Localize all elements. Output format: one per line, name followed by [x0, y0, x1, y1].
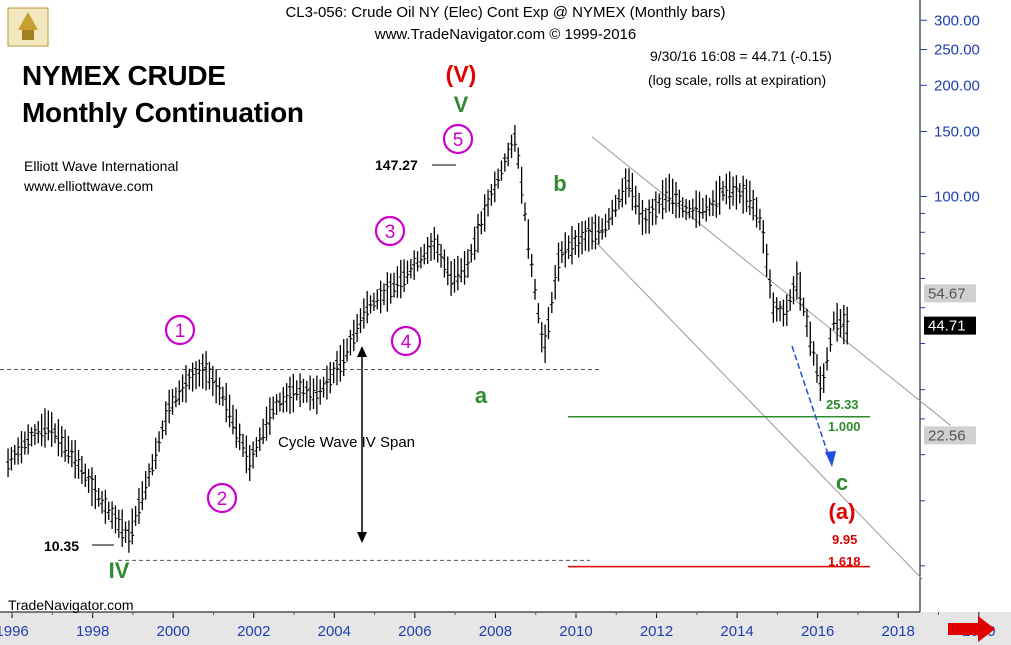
wave-circle — [390, 325, 422, 357]
chart-header-line1: CL3-056: Crude Oil NY (Elec) Cont Exp @ … — [285, 4, 726, 21]
low-price-label: 10.35 — [44, 538, 79, 554]
x-tick-label: 2016 — [801, 623, 834, 640]
source-url: www.elliottwave.com — [24, 178, 154, 194]
wave-b-label: b — [553, 171, 566, 196]
lower-target-ratio-label: 1.618 — [828, 554, 861, 569]
wave-circle-label: 4 — [401, 332, 412, 353]
y-tick-label: 200.00 — [934, 77, 980, 94]
y-tick-label: 150.00 — [934, 123, 980, 140]
y-tick-label: 250.00 — [934, 42, 980, 59]
right-axis-panel — [920, 0, 1011, 612]
wave-circle — [374, 215, 406, 247]
price-tag-label: 54.67 — [928, 285, 966, 302]
lower-target-price-label: 9.95 — [832, 532, 857, 547]
chart-title-line1: NYMEX CRUDE — [22, 60, 226, 91]
channel-upper-line — [591, 136, 951, 426]
chart-title-line2: Monthly Continuation — [22, 97, 304, 128]
wave-circle-label: 2 — [217, 489, 228, 510]
chart-header-line2: www.TradeNavigator.com © 1999-2016 — [374, 26, 637, 43]
y-tick-label: 100.00 — [934, 189, 980, 206]
wave-circle-label: 5 — [453, 130, 464, 151]
price-tag-label: 22.56 — [928, 427, 966, 444]
wave-circle — [206, 482, 238, 514]
x-tick-label: 1996 — [0, 623, 29, 640]
x-tick-label: 2012 — [640, 623, 673, 640]
wave-circle-label: 3 — [385, 222, 396, 243]
projection-arrow-head — [825, 451, 836, 467]
wave-V-green-label: V — [454, 92, 469, 117]
x-tick-label: 2018 — [882, 623, 915, 640]
span-arrow-head-down — [357, 532, 367, 543]
wave-circle — [442, 123, 474, 155]
channel-lower-line — [595, 242, 923, 580]
x-tick-label: 1998 — [76, 623, 109, 640]
x-tick-label: 2002 — [237, 623, 270, 640]
logo-shape-icon — [18, 12, 38, 30]
wave-a-red-label: (a) — [829, 499, 856, 524]
span-label: Cycle Wave IV Span — [278, 434, 415, 451]
price-tag-box — [924, 426, 976, 445]
scroll-right-arrow-icon — [948, 616, 995, 642]
x-tick-label: 2000 — [157, 623, 190, 640]
logo-base-icon — [22, 30, 34, 40]
price-tag-label: 44.71 — [928, 318, 966, 335]
footer-credit: TradeNavigator.com — [8, 597, 134, 613]
wave-IV-label: IV — [109, 558, 130, 583]
source-org: Elliott Wave International — [24, 158, 179, 174]
x-tick-label: 2008 — [479, 623, 512, 640]
wave-a-label: a — [475, 383, 488, 408]
x-tick-label: 2004 — [318, 623, 351, 640]
target-ratio-label: 1.000 — [828, 419, 861, 434]
quote-line1: 9/30/16 16:08 = 44.71 (-0.15) — [650, 48, 832, 64]
wave-c-label: c — [836, 470, 848, 495]
span-arrow-head-up — [357, 346, 367, 357]
projection-arrow-line — [791, 345, 831, 461]
high-price-label: 147.27 — [375, 157, 418, 173]
wave-V-red-label: (V) — [446, 61, 477, 87]
price-tag-box — [924, 284, 976, 303]
quote-line2: (log scale, rolls at expiration) — [648, 72, 827, 88]
x-tick-label: 2010 — [559, 623, 592, 640]
bottom-axis-panel — [0, 612, 1011, 645]
wave-circle-label: 1 — [175, 321, 186, 342]
price-tag-box — [924, 316, 976, 335]
x-tick-label: 2014 — [720, 623, 753, 640]
wave-circle — [164, 314, 196, 346]
target-price-label: 25.33 — [826, 397, 859, 412]
y-tick-label: 300.00 — [934, 12, 980, 29]
x-tick-label: 2006 — [398, 623, 431, 640]
